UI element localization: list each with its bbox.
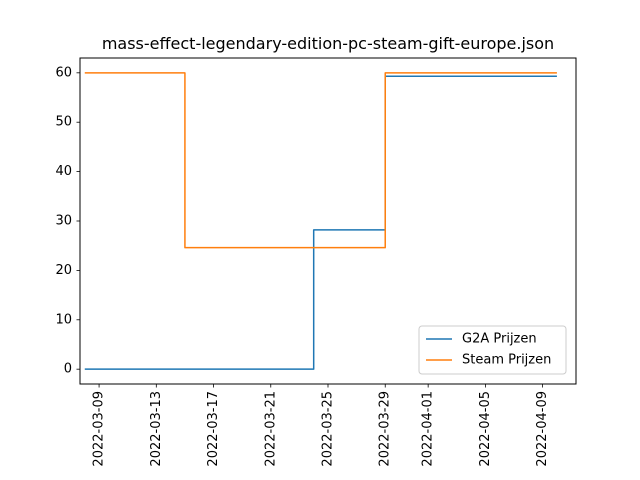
y-tick-label: 0: [64, 362, 72, 377]
y-axis: 0 10 20 30 40 50 60: [55, 65, 80, 377]
x-tick-label: 2022-03-17: [206, 391, 221, 467]
y-tick-label: 10: [55, 312, 72, 327]
series-line-1: [84, 75, 557, 370]
legend-label: G2A Prijzen: [462, 332, 537, 347]
x-tick-label: 2022-03-13: [149, 391, 164, 467]
x-tick-label: 2022-03-21: [263, 391, 278, 467]
x-tick-label: 2022-04-09: [535, 391, 550, 467]
legend-label: Steam Prijzen: [462, 353, 551, 368]
chart-title: mass-effect-legendary-edition-pc-steam-g…: [102, 34, 554, 53]
y-tick-label: 30: [55, 214, 72, 229]
x-tick-label: 2022-04-05: [478, 391, 493, 467]
y-tick-label: 50: [55, 115, 72, 130]
x-tick-label: 2022-04-01: [421, 391, 436, 467]
legend: G2A Prijzen Steam Prijzen: [418, 325, 567, 375]
series-group: [84, 72, 557, 370]
legend-box: [418, 325, 567, 375]
x-tick-label: 2022-03-09: [92, 391, 107, 467]
x-axis: 2022-03-09 2022-03-13 2022-03-17 2022-03-21…: [92, 384, 550, 467]
y-tick-label: 20: [55, 263, 72, 278]
y-tick-label: 40: [55, 164, 72, 179]
x-tick-label: 2022-03-25: [321, 391, 336, 467]
y-tick-label: 60: [55, 65, 72, 80]
series-line-2: [84, 72, 557, 249]
x-tick-label: 2022-03-29: [378, 391, 393, 467]
